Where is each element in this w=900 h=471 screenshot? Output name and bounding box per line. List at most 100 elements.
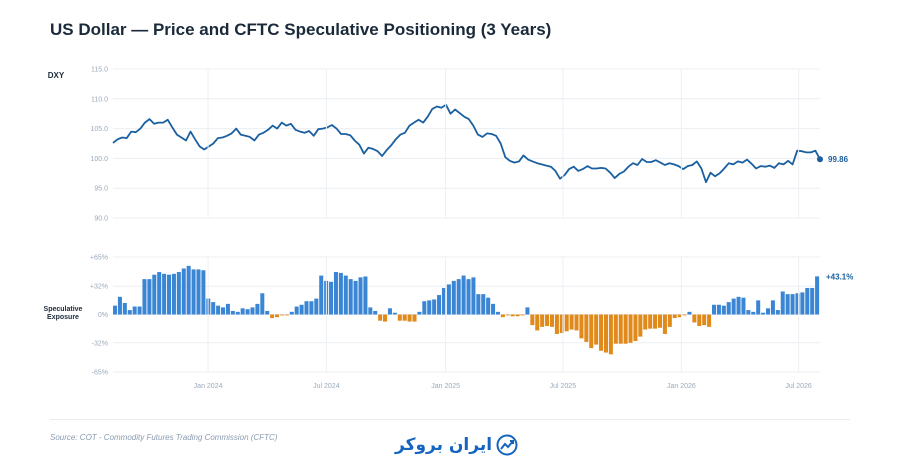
x-tick-label: Jan 2026 xyxy=(667,383,696,390)
exposure-last-value-label: +43.1% xyxy=(826,272,853,281)
exposure-y-tick-label: -32% xyxy=(92,340,108,347)
exposure-bar xyxy=(692,314,697,323)
exposure-bar xyxy=(515,314,520,317)
exposure-bar xyxy=(319,275,324,315)
exposure-bar xyxy=(304,301,309,315)
exposure-bar xyxy=(579,314,584,339)
exposure-bar xyxy=(481,294,486,315)
exposure-bar xyxy=(230,310,235,315)
exposure-bar xyxy=(608,314,613,355)
exposure-bar xyxy=(456,279,461,315)
exposure-bar xyxy=(117,296,122,315)
price-last-value-label: 99.86 xyxy=(828,155,849,164)
exposure-bar xyxy=(279,314,284,316)
exposure-bar xyxy=(216,305,221,315)
x-tick-label: Jan 2025 xyxy=(431,383,460,390)
exposure-bar xyxy=(780,291,785,315)
exposure-bar xyxy=(594,314,599,345)
exposure-bar xyxy=(667,314,672,327)
exposure-bar xyxy=(270,314,275,319)
exposure-bar xyxy=(392,312,397,315)
exposure-bar xyxy=(284,314,289,316)
exposure-bar xyxy=(589,314,594,349)
exposure-bar xyxy=(417,311,422,315)
price-y-tick-label: 95.0 xyxy=(94,186,108,193)
exposure-bar xyxy=(260,293,265,315)
exposure-bar xyxy=(240,308,245,315)
exposure-bar xyxy=(731,298,736,315)
exposure-axis-label-line: Speculative xyxy=(44,306,83,313)
exposure-bar xyxy=(657,314,663,328)
chart-canvas: 115.0 110.0 105.0 100.0 95.0 90.0 DXY 99.86 +65… xyxy=(44,67,854,391)
exposure-bar xyxy=(633,314,638,342)
exposure-bar xyxy=(176,272,181,315)
exposure-bar xyxy=(299,304,304,315)
exposure-bar xyxy=(491,303,496,315)
exposure-bar xyxy=(643,314,648,330)
price-axis-label: DXY xyxy=(48,71,65,80)
exposure-bar xyxy=(618,314,623,344)
exposure-panel: +65% +32% 0% -32% -65% Speculative Exposure +43… xyxy=(44,255,854,377)
exposure-bar xyxy=(721,305,726,315)
exposure-bar xyxy=(402,314,407,321)
exposure-bar xyxy=(545,314,550,326)
exposure-bar xyxy=(407,314,412,322)
exposure-bar xyxy=(363,276,368,315)
exposure-bar xyxy=(142,279,147,315)
exposure-bar xyxy=(564,314,569,332)
exposure-axis-label: Speculative Exposure xyxy=(44,306,83,321)
x-tick-label: Jul 2024 xyxy=(313,383,340,390)
brand-logo: ایران بروکر xyxy=(395,432,518,458)
exposure-bar xyxy=(756,300,761,315)
exposure-bar xyxy=(221,307,226,315)
exposure-bar xyxy=(196,269,201,315)
exposure-bar xyxy=(147,279,152,315)
exposure-bar xyxy=(294,306,299,315)
exposure-bar xyxy=(785,294,790,315)
exposure-bar xyxy=(569,314,574,330)
exposure-bar xyxy=(235,311,240,315)
exposure-bar xyxy=(181,268,186,315)
exposure-bar xyxy=(186,265,191,315)
price-y-tick-label: 90.0 xyxy=(94,216,108,223)
exposure-bar xyxy=(211,302,216,315)
exposure-bar xyxy=(113,305,118,315)
exposure-bar xyxy=(333,272,338,315)
exposure-bar xyxy=(451,280,456,315)
exposure-bar xyxy=(225,303,230,315)
exposure-bar xyxy=(122,303,127,315)
exposure-bar xyxy=(383,314,388,322)
exposure-bar xyxy=(554,314,559,334)
exposure-bar xyxy=(437,295,442,315)
x-tick-label: Jul 2025 xyxy=(550,383,577,390)
exposure-bar xyxy=(761,312,766,315)
exposure-bar xyxy=(309,301,314,315)
logo-text: ایران بروکر xyxy=(395,435,493,455)
chart-title: US Dollar — Price and CFTC Speculative P… xyxy=(50,20,552,39)
exposure-bar xyxy=(716,304,721,315)
exposure-bar xyxy=(348,279,353,315)
exposure-bar xyxy=(672,314,677,319)
exposure-bar xyxy=(599,314,604,351)
exposure-bar xyxy=(613,314,618,344)
exposure-bar xyxy=(770,300,775,315)
exposure-bar xyxy=(707,314,712,327)
exposure-bar xyxy=(171,273,176,315)
exposure-bar xyxy=(623,314,628,344)
x-tick-label: Jan 2024 xyxy=(194,383,223,390)
price-last-point xyxy=(817,156,823,163)
exposure-bar xyxy=(191,269,196,315)
source-note: Source: COT - Commodity Futures Trading … xyxy=(50,433,278,442)
footer-divider xyxy=(50,419,850,420)
x-tick-label: Jul 2026 xyxy=(785,383,812,390)
exposure-bar xyxy=(495,311,500,315)
exposure-bar xyxy=(427,300,432,315)
exposure-bar xyxy=(662,314,667,334)
exposure-bar xyxy=(422,301,427,315)
exposure-bar xyxy=(540,314,545,327)
exposure-bar xyxy=(250,307,255,315)
exposure-bar xyxy=(412,314,417,322)
exposure-y-tick-label: +65% xyxy=(90,255,108,262)
exposure-bar xyxy=(387,308,392,315)
exposure-bar xyxy=(476,294,481,315)
